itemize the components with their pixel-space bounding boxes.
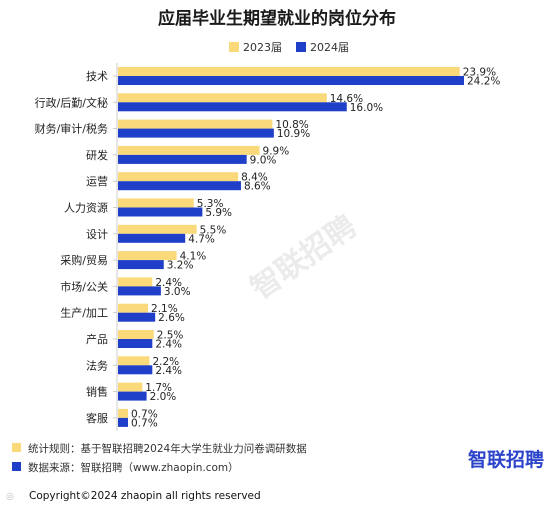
category-label: 行政/后勤/文秘: [35, 95, 108, 109]
value-label-2023: 10.8%: [275, 119, 308, 131]
footer: 统计规则：基于智联招聘2024年大学生就业力问卷调研数据 数据来源：智联招聘（w…: [6, 442, 544, 502]
value-label-2024: 2.4%: [155, 365, 182, 377]
legend: 2023届 2024届: [229, 41, 349, 54]
chart-title: 应届毕业生期望就业的岗位分布: [158, 8, 396, 29]
bar-2024: [118, 207, 203, 217]
category-axis: 技术行政/后勤/文秘财务/审计/税务研发运营人力资源设计采购/贸易市场/公关生产…: [35, 70, 117, 425]
bar-2023: [118, 93, 327, 103]
bar-2024: [118, 233, 186, 243]
category-label: 采购/贸易: [60, 253, 108, 267]
category-label: 研发: [86, 148, 108, 162]
value-label-2023: 9.9%: [263, 145, 290, 157]
legend-label-2024: 2024届: [310, 41, 349, 54]
value-label-2023: 23.9%: [463, 67, 496, 79]
bar-2024: [118, 339, 153, 348]
copyright-text: Copyright©2024 zhaopin all rights reserv…: [29, 490, 261, 502]
bar-2024: [118, 102, 347, 112]
value-label-2023: 5.3%: [197, 198, 224, 210]
bar-2023: [118, 119, 273, 129]
bar-2023: [118, 330, 154, 339]
bar-2023: [118, 198, 194, 208]
value-label-2023: 8.4%: [241, 172, 268, 184]
bar-2024: [118, 181, 241, 191]
value-label-2024: 5.9%: [205, 207, 232, 219]
bar-2024: [118, 286, 161, 296]
category-label: 财务/审计/税务: [35, 122, 108, 136]
value-label-2024: 9.0%: [250, 154, 277, 166]
bar-2023: [118, 224, 197, 234]
category-label: 运营: [86, 174, 108, 188]
value-label-2023: 2.2%: [152, 356, 179, 368]
category-label: 销售: [86, 385, 108, 399]
value-label-2024: 3.2%: [167, 260, 194, 272]
bar-2024: [118, 154, 247, 164]
bar-2023: [118, 408, 129, 418]
bar-2023: [118, 277, 153, 287]
category-label: 产品: [86, 332, 108, 346]
value-label-2023: 2.1%: [151, 303, 178, 315]
bar-2023: [118, 382, 143, 392]
bar-2023: [118, 172, 239, 182]
category-label: 客服: [86, 411, 108, 425]
bar-2024: [118, 260, 164, 270]
category-label: 生产/加工: [60, 306, 108, 320]
value-labels: 23.9%24.2% 14.6%16.0% 10.8%10.9% 9.9%9.0% 8.…: [131, 67, 500, 430]
bar-2023: [118, 251, 177, 261]
value-label-2024: 16.0%: [350, 102, 383, 114]
footer-swatch-2023: [12, 443, 21, 452]
category-label: 市场/公关: [60, 279, 108, 293]
bar-2023: [118, 67, 460, 76]
legend-swatch-2023: [229, 42, 239, 52]
value-label-2024: 8.6%: [244, 181, 271, 193]
watermark: 智联招聘: [245, 209, 363, 306]
footer-swatch-2024: [12, 462, 21, 471]
legend-label-2023: 2023届: [243, 41, 282, 54]
bar-2024: [118, 391, 147, 401]
category-label: 人力资源: [64, 201, 108, 215]
watermark-mark-icon: ◎: [6, 492, 14, 502]
bar-2023: [118, 303, 149, 313]
value-label-2024: 2.4%: [155, 339, 182, 351]
value-label-2023: 5.5%: [200, 224, 227, 236]
bar-2024: [118, 365, 153, 375]
category-label: 法务: [86, 358, 108, 372]
value-label-2023: 2.5%: [157, 330, 184, 342]
bar-2024: [118, 417, 129, 427]
bar-2024: [118, 312, 156, 322]
category-label: 技术: [86, 70, 108, 83]
value-label-2024: 0.7%: [131, 417, 158, 429]
value-label-2024: 24.2%: [467, 76, 500, 88]
bar-2023: [118, 356, 150, 366]
value-label-2024: 10.9%: [277, 128, 310, 140]
value-label-2023: 1.7%: [145, 382, 172, 394]
category-label: 设计: [86, 228, 108, 241]
bar-area: [116, 63, 464, 431]
footer-note-rule: 统计规则：基于智联招聘2024年大学生就业力问卷调研数据: [28, 442, 307, 455]
legend-swatch-2024: [296, 42, 306, 52]
value-label-2024: 2.6%: [158, 312, 185, 324]
bar-2024: [118, 128, 274, 138]
brand-logo: 智联招聘: [468, 448, 544, 471]
value-label-2024: 4.7%: [188, 233, 215, 245]
watermark-logo-text: 智联招聘: [245, 209, 363, 306]
bar-2024: [118, 76, 464, 85]
value-label-2023: 2.4%: [155, 277, 182, 289]
value-label-2023: 14.6%: [330, 93, 363, 105]
footer-note-source: 数据来源：智联招聘（www.zhaopin.com）: [28, 461, 239, 474]
value-label-2024: 3.0%: [164, 286, 191, 298]
bar-2023: [118, 145, 260, 155]
value-label-2024: 2.0%: [150, 391, 177, 403]
value-label-2023: 0.7%: [131, 408, 158, 420]
value-label-2023: 4.1%: [180, 251, 207, 263]
